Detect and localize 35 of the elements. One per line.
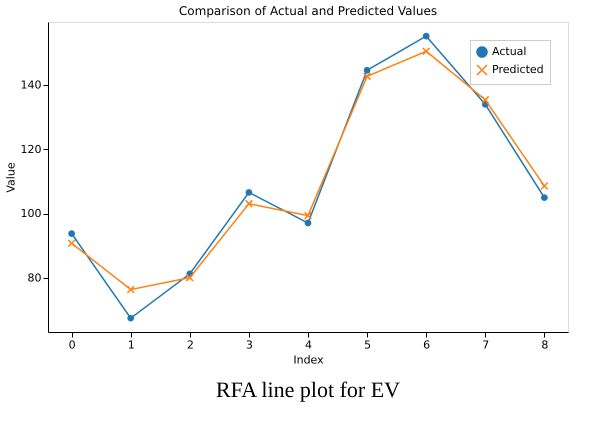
point bbox=[186, 274, 194, 282]
x-tick-label: 1 bbox=[128, 338, 135, 352]
legend-label: Actual bbox=[492, 45, 526, 58]
point bbox=[362, 72, 372, 80]
point bbox=[304, 220, 312, 226]
x-tick-label: 0 bbox=[68, 338, 76, 352]
x-tick-label: 5 bbox=[364, 338, 372, 352]
point bbox=[68, 230, 75, 237]
point bbox=[541, 194, 548, 201]
x-axis-title: Index bbox=[293, 354, 324, 366]
text: RFA line plot for EV bbox=[216, 377, 400, 402]
x-tick-label: 8 bbox=[541, 338, 548, 352]
x-tick-label: 6 bbox=[423, 338, 430, 352]
x-tick-label: 7 bbox=[482, 338, 490, 352]
point bbox=[127, 314, 134, 322]
point bbox=[68, 239, 76, 248]
legend-label: Predicted bbox=[492, 63, 544, 76]
x-tick-label: 3 bbox=[246, 338, 253, 352]
y-tick-label: 100 bbox=[20, 207, 42, 220]
y-tick-label: 80 bbox=[28, 271, 42, 284]
x-tick-label: 2 bbox=[186, 338, 194, 352]
y-axis-title: Value bbox=[4, 162, 18, 193]
y-tick-label: 140 bbox=[20, 78, 42, 92]
x-tick-label: 4 bbox=[305, 338, 312, 352]
chart-title: Comparison of Actual and Predicted Values bbox=[178, 4, 438, 18]
point bbox=[481, 96, 490, 104]
point bbox=[246, 189, 252, 196]
point bbox=[422, 47, 430, 56]
point bbox=[364, 66, 370, 74]
point bbox=[540, 182, 548, 190]
point bbox=[422, 32, 430, 40]
point bbox=[304, 211, 312, 220]
y-tick-label: 120 bbox=[20, 142, 42, 156]
point bbox=[126, 285, 135, 294]
point bbox=[244, 200, 254, 208]
